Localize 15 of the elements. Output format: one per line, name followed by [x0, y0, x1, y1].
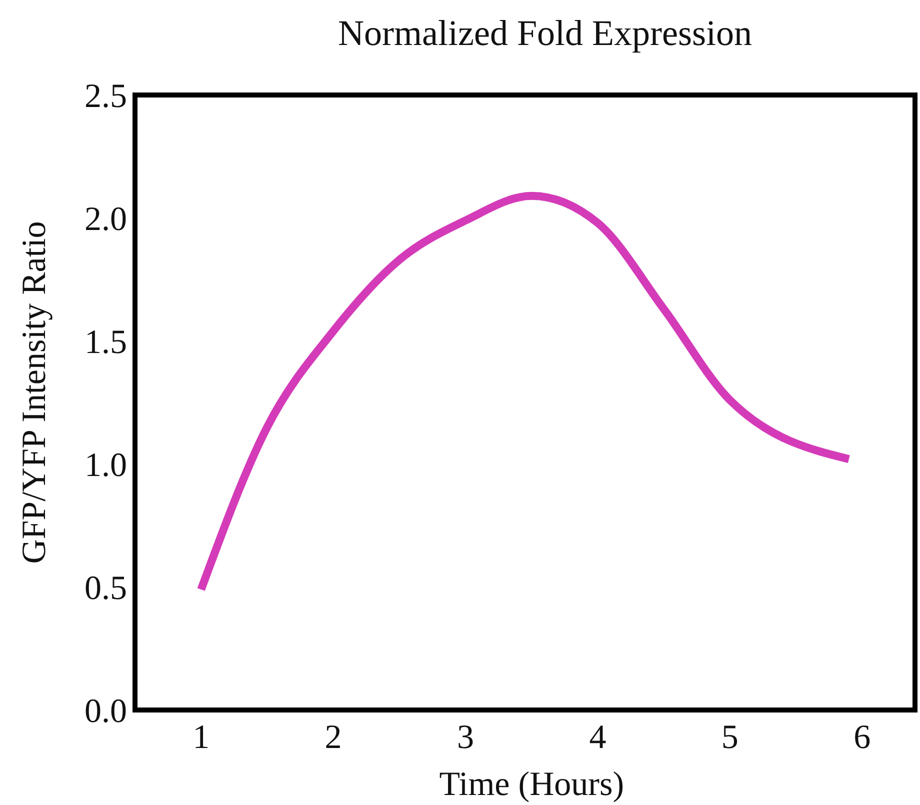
x-tick-label: 5: [721, 719, 738, 756]
x-tick-label: 2: [324, 719, 342, 756]
y-tick-label: 2.5: [84, 78, 127, 115]
x-axis-title: Time (Hours): [439, 766, 624, 803]
y-tick-label: 1.5: [84, 324, 127, 361]
x-tick-label: 4: [589, 719, 606, 756]
y-tick-label: 0.0: [84, 692, 127, 730]
x-tick-label: 6: [854, 719, 871, 756]
chart-title: Normalized Fold Expression: [338, 13, 752, 53]
y-tick-label: 0.5: [84, 570, 127, 607]
y-axis-title: GFP/YFP Intensity Ratio: [16, 221, 53, 564]
y-tick-label: 1.0: [84, 446, 127, 484]
y-tick-label: 2.0: [84, 200, 127, 238]
x-tick-label: 1: [192, 719, 210, 756]
x-tick-label: 3: [457, 719, 474, 756]
